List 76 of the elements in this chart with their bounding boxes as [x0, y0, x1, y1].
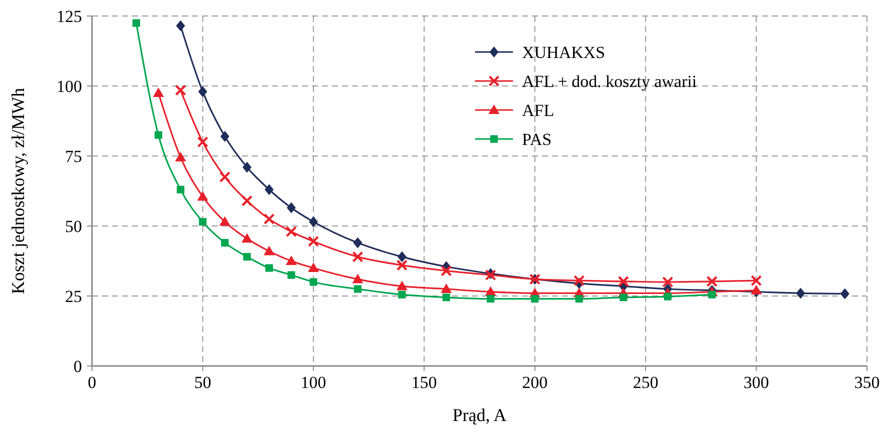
point	[531, 295, 539, 303]
point	[287, 271, 296, 279]
x-tick-label: 150	[411, 373, 437, 392]
x-tick-label: 50	[194, 373, 212, 392]
legend-label: XUHAKXS	[522, 43, 606, 62]
y-axis-title: Koszt jednostkowy, zł/MWh	[8, 88, 28, 294]
point	[486, 295, 494, 303]
point	[662, 276, 674, 288]
point	[242, 162, 252, 173]
x-tick-label: 250	[632, 373, 658, 392]
y-tick-label: 125	[56, 7, 82, 26]
point	[574, 275, 585, 286]
point	[175, 152, 186, 162]
point	[242, 233, 252, 243]
point	[440, 284, 452, 293]
point	[176, 20, 186, 32]
point	[152, 88, 164, 97]
legend-label: PAS	[522, 130, 552, 149]
x-tick-label: 100	[300, 373, 326, 392]
point	[154, 131, 162, 139]
point	[440, 265, 452, 276]
point	[265, 264, 273, 272]
point	[264, 184, 274, 196]
point	[354, 285, 362, 293]
point	[220, 130, 230, 142]
point	[352, 251, 364, 262]
y-tick-label: 0	[74, 357, 82, 376]
y-tick-label: 50	[65, 217, 82, 236]
point	[264, 213, 275, 225]
point	[352, 274, 364, 284]
point	[796, 288, 806, 299]
point	[310, 278, 318, 286]
point	[396, 280, 408, 290]
point	[706, 276, 718, 288]
point	[174, 84, 186, 96]
point	[308, 236, 320, 247]
point	[197, 136, 208, 148]
y-tick-label: 100	[56, 77, 82, 96]
point	[219, 216, 230, 226]
point	[620, 294, 628, 302]
point	[308, 262, 319, 272]
point	[176, 186, 184, 194]
y-tick-label: 75	[65, 147, 82, 166]
point	[243, 253, 251, 261]
point	[198, 86, 208, 98]
x-tick-label: 200	[522, 373, 548, 392]
point	[750, 284, 762, 294]
point	[442, 294, 450, 302]
point	[353, 237, 362, 248]
point	[286, 226, 297, 238]
point	[286, 256, 297, 265]
point	[132, 19, 140, 27]
point	[308, 216, 318, 228]
legend-label: AFL	[522, 101, 554, 120]
point	[840, 288, 850, 300]
point	[264, 246, 275, 256]
point	[618, 276, 630, 288]
point	[664, 292, 672, 300]
point	[708, 290, 716, 298]
legend-label: AFL + dod. koszty awarii	[522, 72, 697, 91]
point	[219, 171, 230, 183]
point	[221, 239, 229, 247]
point	[197, 191, 208, 201]
x-tick-label: 350	[854, 373, 880, 392]
x-tick-label: 300	[744, 373, 770, 392]
x-tick-label: 0	[88, 373, 96, 392]
point	[398, 290, 406, 298]
point	[575, 295, 583, 303]
y-tick-label: 25	[65, 287, 82, 306]
point	[750, 275, 762, 286]
point	[398, 251, 406, 262]
point	[286, 202, 296, 214]
point	[241, 195, 253, 206]
x-axis-title: Prąd, A	[452, 405, 506, 425]
point	[396, 260, 408, 271]
point	[198, 218, 207, 226]
